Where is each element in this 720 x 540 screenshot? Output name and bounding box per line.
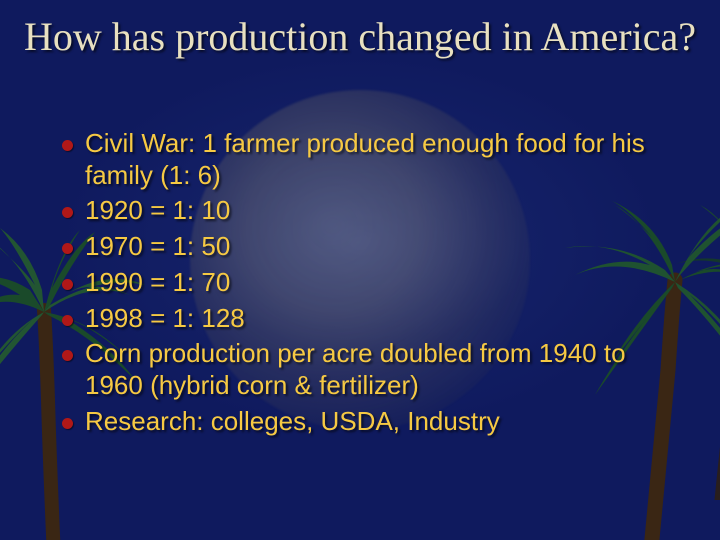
slide-title: How has production changed in America? xyxy=(0,14,720,60)
bullet-icon xyxy=(62,279,73,290)
list-item: 1998 = 1: 128 xyxy=(62,303,672,335)
list-item-text: Corn production per acre doubled from 19… xyxy=(85,338,672,401)
list-item-text: 1920 = 1: 10 xyxy=(85,195,230,227)
list-item: Research: colleges, USDA, Industry xyxy=(62,406,672,438)
bullet-icon xyxy=(62,418,73,429)
bullet-icon xyxy=(62,243,73,254)
list-item-text: Civil War: 1 farmer produced enough food… xyxy=(85,128,672,191)
list-item: 1990 = 1: 70 xyxy=(62,267,672,299)
list-item-text: Research: colleges, USDA, Industry xyxy=(85,406,500,438)
list-item-text: 1970 = 1: 50 xyxy=(85,231,230,263)
bullet-icon xyxy=(62,350,73,361)
slide: How has production changed in America? C… xyxy=(0,0,720,540)
bullet-icon xyxy=(62,140,73,151)
list-item: 1970 = 1: 50 xyxy=(62,231,672,263)
list-item-text: 1990 = 1: 70 xyxy=(85,267,230,299)
bullet-list: Civil War: 1 farmer produced enough food… xyxy=(62,128,672,441)
list-item: 1920 = 1: 10 xyxy=(62,195,672,227)
list-item-text: 1998 = 1: 128 xyxy=(85,303,245,335)
list-item: Civil War: 1 farmer produced enough food… xyxy=(62,128,672,191)
list-item: Corn production per acre doubled from 19… xyxy=(62,338,672,401)
bullet-icon xyxy=(62,315,73,326)
bullet-icon xyxy=(62,207,73,218)
